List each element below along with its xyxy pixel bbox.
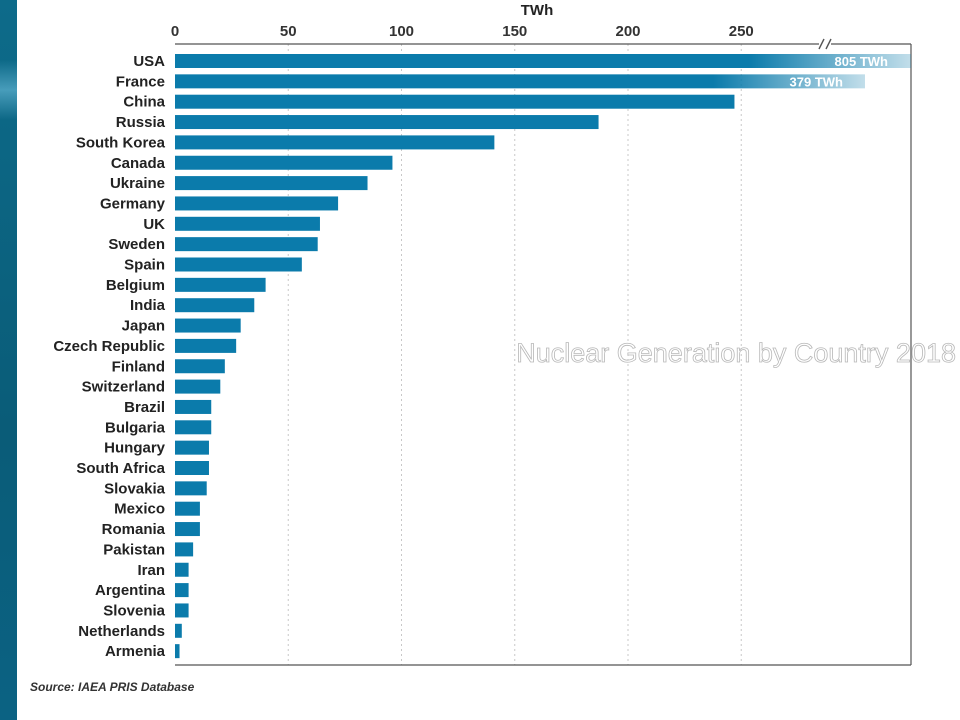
- x-tick-label: 250: [729, 23, 754, 40]
- country-label: Bulgaria: [105, 419, 166, 436]
- bar-mexico: [175, 501, 200, 516]
- bar-japan: [175, 318, 241, 333]
- bar-pakistan: [175, 542, 194, 557]
- axis-break-gap: [819, 38, 831, 50]
- country-label: Slovenia: [103, 602, 165, 619]
- country-label: Germany: [100, 195, 166, 212]
- slide-band-highlight: [0, 60, 17, 120]
- country-label: Japan: [122, 318, 165, 335]
- bar-slovenia: [175, 603, 189, 618]
- country-label: South Korea: [76, 134, 166, 151]
- bar-argentina: [175, 583, 189, 598]
- slide-title: Nuclear Generation by Country 2018: [516, 338, 956, 368]
- bar-finland: [175, 359, 225, 374]
- country-label: Finland: [112, 358, 165, 375]
- bars: [175, 54, 911, 659]
- bar-switzerland: [175, 379, 221, 394]
- country-label: UK: [143, 216, 165, 233]
- bar-canada: [175, 155, 393, 170]
- bar-china: [175, 94, 735, 109]
- country-label: Sweden: [108, 236, 165, 253]
- bar-spain: [175, 257, 302, 272]
- bar-romania: [175, 522, 200, 537]
- source-note: Source: IAEA PRIS Database: [30, 680, 195, 694]
- country-label: Switzerland: [82, 379, 165, 396]
- country-label: Hungary: [104, 440, 166, 457]
- x-axis-ticks: 0 50 100 150 200 250: [171, 23, 754, 40]
- bar-netherlands: [175, 623, 182, 638]
- country-label: Ukraine: [110, 175, 165, 192]
- x-axis-title: TWh: [521, 2, 553, 19]
- country-label: Mexico: [114, 501, 165, 518]
- bar-iran: [175, 562, 189, 577]
- axis-break-slash: [825, 38, 832, 50]
- country-label: Pakistan: [103, 541, 165, 558]
- bar-hungary: [175, 440, 209, 455]
- x-tick-label: 200: [615, 23, 640, 40]
- axis-break-marker: [818, 38, 832, 50]
- bar-france: [175, 74, 865, 89]
- country-label: Slovakia: [104, 480, 166, 497]
- bar-bulgaria: [175, 420, 212, 435]
- country-label: Iran: [137, 562, 165, 579]
- data-label: 805 TWh: [835, 54, 889, 69]
- bar-sweden: [175, 237, 318, 252]
- grid-layer: [287, 44, 742, 665]
- bar-india: [175, 298, 255, 313]
- x-tick-label: 50: [280, 23, 297, 40]
- country-label: France: [116, 73, 165, 90]
- country-label: USA: [133, 53, 165, 70]
- country-label: South Africa: [76, 460, 165, 477]
- bar-south-korea: [175, 135, 495, 150]
- axis-break-slash: [818, 38, 825, 50]
- country-label: Brazil: [124, 399, 165, 416]
- bar-russia: [175, 115, 599, 130]
- data-label: 379 TWh: [790, 74, 844, 89]
- bar-slovakia: [175, 481, 207, 496]
- data-labels: 805 TWh 379 TWh: [790, 54, 889, 89]
- bar-germany: [175, 196, 339, 211]
- country-label: Armenia: [105, 643, 166, 660]
- x-tick-label: 150: [502, 23, 527, 40]
- country-label: Argentina: [95, 582, 166, 599]
- country-label: India: [130, 297, 166, 314]
- country-label: Romania: [102, 521, 166, 538]
- bar-armenia: [175, 644, 180, 659]
- bar-usa: [175, 54, 911, 68]
- bar-belgium: [175, 277, 266, 292]
- bar-ukraine: [175, 176, 368, 191]
- bar-south-africa: [175, 461, 209, 475]
- country-label: Spain: [124, 257, 165, 274]
- country-label: Canada: [111, 155, 166, 172]
- country-label: Belgium: [106, 277, 165, 294]
- country-labels: USA France China Russia South Korea Canada Ukr…: [53, 53, 165, 660]
- x-tick-label: 0: [171, 23, 179, 40]
- country-label: Czech Republic: [53, 338, 165, 355]
- country-label: Netherlands: [78, 623, 165, 640]
- bar-brazil: [175, 399, 212, 414]
- country-label: Russia: [116, 114, 166, 131]
- bar-czech-republic: [175, 338, 237, 353]
- chart-frame: [175, 43, 912, 666]
- bar-uk: [175, 216, 320, 231]
- slide-left-band: [0, 0, 17, 720]
- x-tick-label: 100: [389, 23, 414, 40]
- country-label: China: [123, 94, 165, 111]
